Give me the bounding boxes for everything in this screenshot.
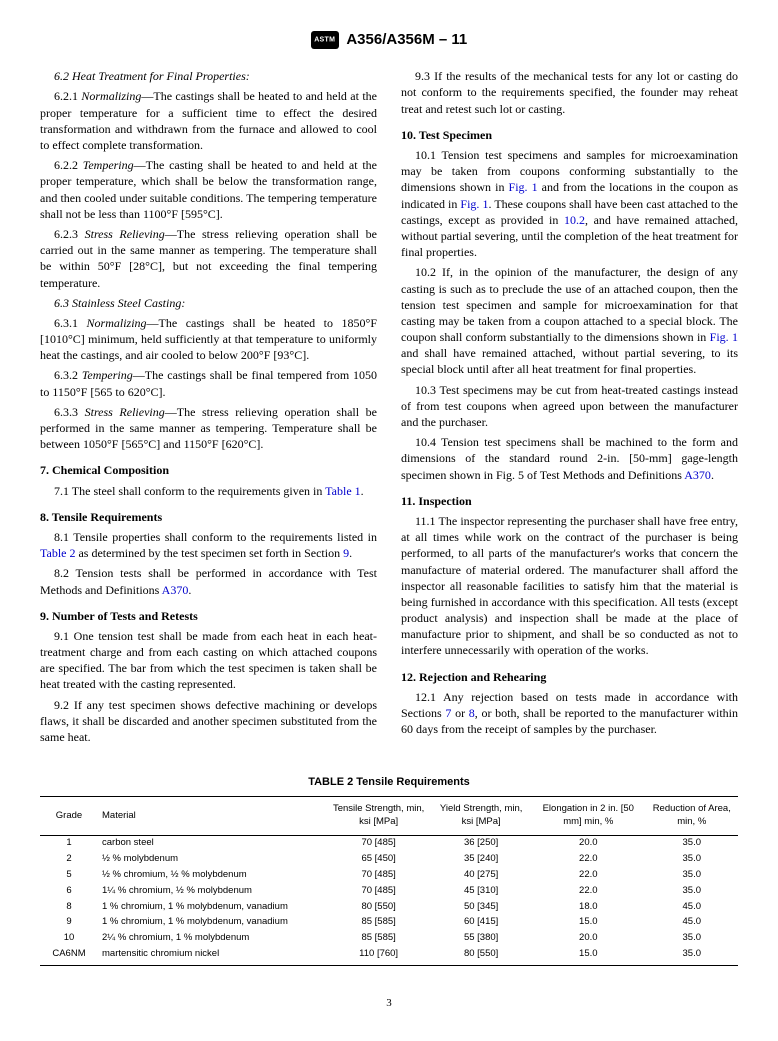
sec-12: 12. Rejection and Rehearing — [401, 669, 738, 685]
sec-9: 9. Number of Tests and Retests — [40, 608, 377, 624]
table-2-title: TABLE 2 Tensile Requirements — [40, 775, 738, 790]
sec-6-2-3: 6.2.3 Stress Relieving—The stress reliev… — [40, 226, 377, 291]
th-grade: Grade — [40, 797, 98, 836]
table-2: Grade Material Tensile Strength, min, ks… — [40, 796, 738, 966]
table-row: 61¼ % chromium, ½ % molybdenum70 [485]45… — [40, 883, 738, 899]
table-row: 5½ % chromium, ½ % molybdenum70 [485]40 … — [40, 867, 738, 883]
page-header: A356/A356M – 11 — [40, 30, 738, 50]
sec-6-2-2: 6.2.2 Tempering—The casting shall be hea… — [40, 157, 377, 222]
sec-6-3: 6.3 Stainless Steel Casting: — [40, 295, 377, 311]
link-table-1[interactable]: Table 1 — [325, 484, 360, 498]
link-a370b[interactable]: A370 — [684, 468, 711, 482]
sec-6-3-2: 6.3.2 Tempering—The castings shall be fi… — [40, 367, 377, 399]
table-row: 1carbon steel70 [485]36 [250]20.035.0 — [40, 835, 738, 851]
sec-10-1: 10.1 Tension test specimens and samples … — [401, 147, 738, 260]
link-10-2[interactable]: 10.2 — [564, 213, 585, 227]
link-fig-1b[interactable]: Fig. 1 — [460, 197, 488, 211]
designation: A356/A356M – 11 — [346, 31, 467, 48]
link-a370[interactable]: A370 — [162, 583, 189, 597]
sec-12-1: 12.1 Any rejection based on tests made i… — [401, 689, 738, 738]
table-row: 2½ % molybdenum65 [450]35 [240]22.035.0 — [40, 852, 738, 868]
th-tensile: Tensile Strength, min, ksi [MPa] — [326, 797, 431, 836]
sec-8-2: 8.2 Tension tests shall be performed in … — [40, 565, 377, 597]
sec-9-2: 9.2 If any test specimen shows defective… — [40, 697, 377, 746]
th-material: Material — [98, 797, 326, 836]
page-number: 3 — [40, 996, 738, 1011]
table-row: 102¼ % chromium, 1 % molybdenum85 [585]5… — [40, 931, 738, 947]
sec-11: 11. Inspection — [401, 493, 738, 509]
table-row: CA6NMmartensitic chromium nickel110 [760… — [40, 946, 738, 965]
th-yield: Yield Strength, min, ksi [MPa] — [431, 797, 531, 836]
sec-9-1: 9.1 One tension test shall be made from … — [40, 628, 377, 693]
sec-10: 10. Test Specimen — [401, 127, 738, 143]
th-elong: Elongation in 2 in. [50 mm] min, % — [531, 797, 646, 836]
sec-8-1: 8.1 Tensile properties shall conform to … — [40, 529, 377, 561]
sec-6-2-1: 6.2.1 Normalizing—The castings shall be … — [40, 88, 377, 153]
sec-10-3: 10.3 Test specimens may be cut from heat… — [401, 382, 738, 431]
sec-6-3-1: 6.3.1 Normalizing—The castings shall be … — [40, 315, 377, 364]
sec-6-3-3: 6.3.3 Stress Relieving—The stress reliev… — [40, 404, 377, 453]
sec-9-3: 9.3 If the results of the mechanical tes… — [401, 68, 738, 117]
sec-11-1: 11.1 The inspector representing the purc… — [401, 513, 738, 659]
sec-8: 8. Tensile Requirements — [40, 509, 377, 525]
sec-6-2: 6.2 Heat Treatment for Final Properties: — [40, 68, 377, 84]
sec-10-2: 10.2 If, in the opinion of the manufactu… — [401, 264, 738, 377]
astm-logo-icon — [311, 31, 339, 49]
table-row: 91 % chromium, 1 % molybdenum, vanadium8… — [40, 915, 738, 931]
link-fig-1c[interactable]: Fig. 1 — [710, 330, 738, 344]
table-row: 81 % chromium, 1 % molybdenum, vanadium8… — [40, 899, 738, 915]
sec-10-4: 10.4 Tension test specimens shall be mac… — [401, 434, 738, 483]
sec-7-1: 7.1 The steel shall conform to the requi… — [40, 483, 377, 499]
link-fig-1a[interactable]: Fig. 1 — [509, 180, 538, 194]
sec-7: 7. Chemical Composition — [40, 462, 377, 478]
th-reduction: Reduction of Area, min, % — [646, 797, 738, 836]
link-table-2[interactable]: Table 2 — [40, 546, 75, 560]
body-columns: 6.2 Heat Treatment for Final Properties:… — [40, 68, 738, 745]
